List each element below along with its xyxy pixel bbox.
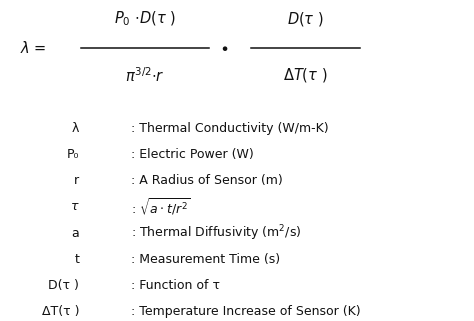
Text: : Thermal Conductivity (W/m-K): : Thermal Conductivity (W/m-K): [131, 122, 328, 135]
Text: : Measurement Time (s): : Measurement Time (s): [131, 253, 280, 265]
Text: : Function of τ: : Function of τ: [131, 279, 220, 292]
Text: : Electric Power (W): : Electric Power (W): [131, 148, 254, 161]
Text: $D(\tau\ )$: $D(\tau\ )$: [287, 10, 324, 28]
Text: ΔT(τ ): ΔT(τ ): [42, 305, 79, 318]
Text: $\tau$: $\tau$: [70, 200, 79, 213]
Text: : A Radius of Sensor (m): : A Radius of Sensor (m): [131, 174, 283, 187]
Text: $\lambda$ =: $\lambda$ =: [19, 39, 46, 56]
Text: a: a: [72, 227, 79, 239]
Text: $\Delta T(\tau\ )$: $\Delta T(\tau\ )$: [283, 66, 328, 84]
Text: : Temperature Increase of Sensor (K): : Temperature Increase of Sensor (K): [131, 305, 361, 318]
Text: : Thermal Diffusivity (m$^2$/s): : Thermal Diffusivity (m$^2$/s): [131, 223, 301, 243]
Text: λ: λ: [72, 122, 79, 135]
Text: $\pi^{3/2}{\cdot}r$: $\pi^{3/2}{\cdot}r$: [125, 66, 165, 85]
Text: $P_0\ {\cdot}D(\tau\ )$: $P_0\ {\cdot}D(\tau\ )$: [114, 9, 176, 28]
Text: $\bullet$: $\bullet$: [219, 40, 228, 55]
Text: t: t: [74, 253, 79, 265]
Text: P₀: P₀: [67, 148, 79, 161]
Text: D(τ ): D(τ ): [48, 279, 79, 292]
Text: : $\sqrt{a \cdot t/r^{2}}$: : $\sqrt{a \cdot t/r^{2}}$: [131, 196, 191, 218]
Text: r: r: [74, 174, 79, 187]
